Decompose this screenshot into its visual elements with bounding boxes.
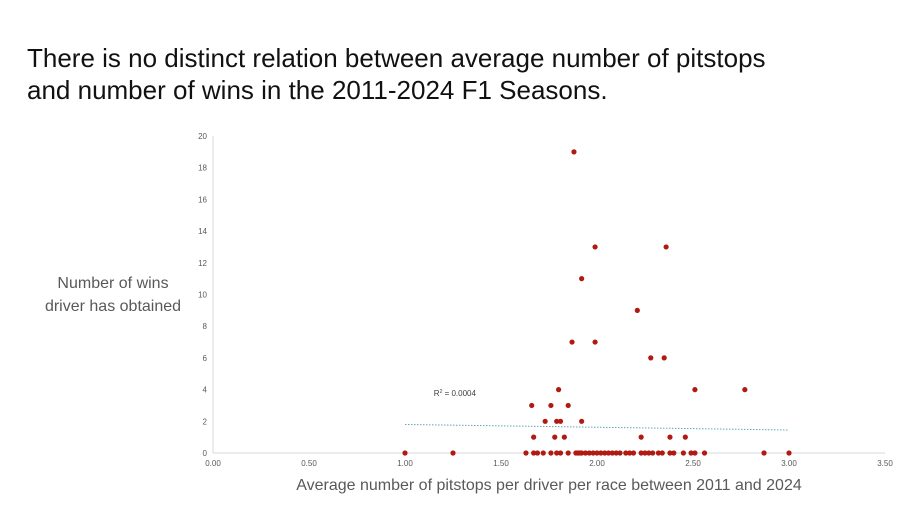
y-tick-label: 16 <box>198 195 207 204</box>
data-point <box>571 149 576 154</box>
data-point <box>552 435 557 440</box>
x-tick-label: 2.00 <box>589 459 605 468</box>
data-point <box>662 355 667 360</box>
data-point <box>562 435 567 440</box>
data-point <box>631 450 636 455</box>
data-point <box>650 450 655 455</box>
data-point <box>535 450 540 455</box>
data-point <box>548 450 553 455</box>
y-tick-label: 18 <box>198 164 207 173</box>
data-point <box>548 403 553 408</box>
data-point <box>556 387 561 392</box>
data-point <box>543 419 548 424</box>
data-point <box>671 450 676 455</box>
x-tick-label: 0.00 <box>205 459 221 468</box>
x-tick-label: 2.50 <box>685 459 701 468</box>
x-tick-label: 1.00 <box>397 459 413 468</box>
data-point <box>664 244 669 249</box>
data-point <box>592 339 597 344</box>
data-point <box>681 450 686 455</box>
data-point <box>648 355 653 360</box>
trendline-group: R2 = 0.0004 <box>405 389 789 430</box>
data-point <box>558 450 563 455</box>
y-tick-label: 12 <box>198 259 207 268</box>
x-tick-label: 3.50 <box>877 459 893 468</box>
data-points <box>402 149 791 455</box>
data-point <box>558 419 563 424</box>
y-tick-label: 20 <box>198 132 207 141</box>
y-tick-label: 4 <box>203 386 208 395</box>
data-point <box>592 244 597 249</box>
data-point <box>639 435 644 440</box>
data-point <box>529 403 534 408</box>
y-tick-label: 14 <box>198 227 207 236</box>
data-point <box>566 450 571 455</box>
data-point <box>742 387 747 392</box>
data-point <box>402 450 407 455</box>
data-point <box>541 450 546 455</box>
data-point <box>579 419 584 424</box>
data-point <box>786 450 791 455</box>
trendline <box>405 424 789 430</box>
data-point <box>692 387 697 392</box>
data-point <box>569 339 574 344</box>
y-tick-label: 2 <box>203 417 208 426</box>
y-tick-label: 8 <box>203 322 208 331</box>
data-point <box>523 450 528 455</box>
x-tick-label: 1.50 <box>493 459 509 468</box>
data-point <box>635 308 640 313</box>
r-squared-label: R2 = 0.0004 <box>434 389 477 398</box>
data-point <box>660 450 665 455</box>
data-point <box>566 403 571 408</box>
data-point <box>683 435 688 440</box>
y-tick-label: 10 <box>198 291 207 300</box>
data-point <box>692 450 697 455</box>
data-point <box>531 435 536 440</box>
data-point <box>667 435 672 440</box>
y-tick-label: 0 <box>203 449 208 458</box>
y-tick-label: 6 <box>203 354 208 363</box>
data-point <box>450 450 455 455</box>
data-point <box>617 450 622 455</box>
data-point <box>579 276 584 281</box>
data-point <box>702 450 707 455</box>
tick-labels: 0 2 4 6 8 10 12 14 16 18 20 0.00 0.50 1.00 1.50 2.00 2.5… <box>198 132 893 468</box>
data-point <box>761 450 766 455</box>
x-tick-label: 0.50 <box>301 459 317 468</box>
x-tick-label: 3.00 <box>781 459 797 468</box>
